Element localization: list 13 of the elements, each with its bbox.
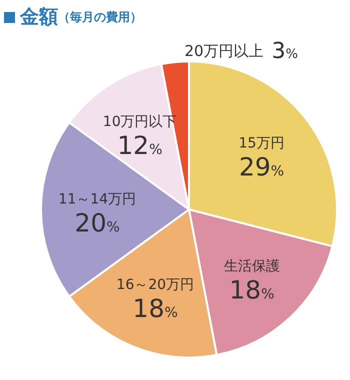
chart-title: 金額 <box>20 5 58 30</box>
slice-label: 11～14万円 <box>58 192 136 208</box>
slice-label: 16～20万円 <box>116 276 194 293</box>
data-label: 18% <box>229 275 274 304</box>
data-label: 12% <box>117 131 162 160</box>
data-label: 20% <box>74 208 120 238</box>
data-label: 18% <box>132 294 178 323</box>
slice-label: 15万円 <box>238 135 284 152</box>
data-label: 29% <box>238 152 284 182</box>
data-label: 3% <box>272 39 298 64</box>
slice-label: 20万円以上 <box>184 42 264 60</box>
chart-subtitle: （毎月の費用） <box>58 8 142 26</box>
slice-label: 生活保護 <box>224 258 280 274</box>
